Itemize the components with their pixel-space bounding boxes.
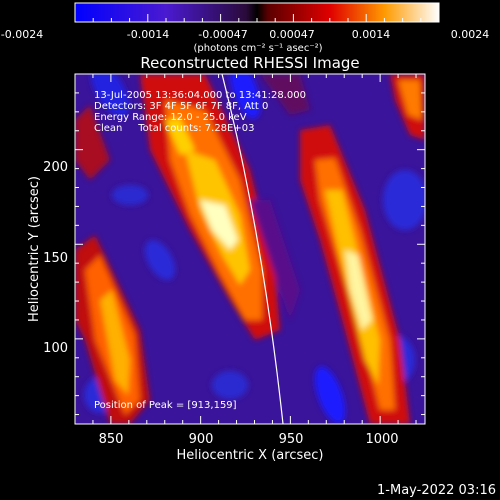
detectors: Detectors: 3F 4F 5F 6F 7F 8F, Att 0 [94, 101, 268, 112]
energy-range: Energy Range: 12.0 - 25.0 keV [94, 112, 247, 123]
colorbar-unit: (photons cm⁻² s⁻¹ asec⁻²) [193, 43, 322, 54]
clean-counts: Clean Total counts: 7.28E+03 [94, 123, 254, 134]
peak-position: Position of Peak = [913,159] [94, 400, 237, 411]
colorbar-tick-label: -0.0014 [127, 28, 169, 41]
y-tick-label: 150 [43, 251, 68, 266]
y-axis-ticks [75, 73, 425, 416]
x-axis-ticks [92, 74, 417, 424]
date-stamp: 1-May-2022 03:16 [377, 483, 496, 498]
image-area [75, 74, 425, 424]
plot-title: Reconstructed RHESSI Image [140, 54, 359, 72]
x-tick-label: 850 [99, 432, 124, 447]
plot-frame [74, 73, 426, 425]
colorbar-tick-label: -0.0024 [1, 28, 43, 41]
time-range: 13-Jul-2005 13:36:04.000 to 13:41:28.000 [94, 90, 306, 101]
colorbar-tick-label: 0.00047 [269, 28, 315, 41]
solar-limb [221, 74, 284, 424]
x-tick-label: 900 [189, 432, 214, 447]
colorbar-tick-label: -0.00047 [198, 28, 247, 41]
x-tick-label: 1000 [365, 432, 398, 447]
colorbar-tick-label: 0.0024 [451, 28, 490, 41]
x-axis-label: Heliocentric X (arcsec) [177, 448, 324, 463]
x-tick-label: 950 [279, 432, 304, 447]
y-tick-label: 200 [43, 160, 68, 175]
colorbar-tick-label: 0.0014 [352, 28, 391, 41]
colorbar-ticks [74, 14, 440, 22]
y-tick-label: 100 [43, 341, 68, 356]
y-axis-label: Heliocentric Y (arcsec) [27, 176, 42, 322]
